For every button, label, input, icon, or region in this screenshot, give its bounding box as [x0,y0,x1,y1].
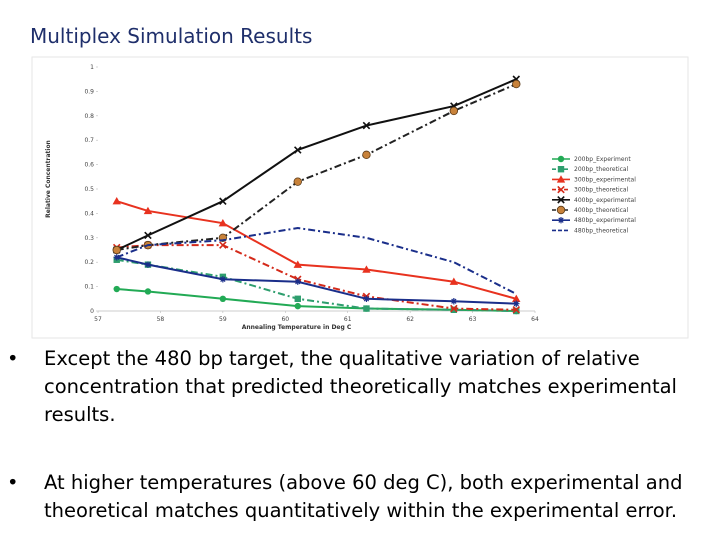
data-point [363,305,370,312]
series-line [116,78,517,251]
data-point [293,260,302,268]
data-point [144,288,152,295]
data-point [557,196,565,204]
data-point [449,106,459,116]
series-line [116,244,517,311]
y-tick-label: 0.8 [84,113,94,120]
series-line [116,227,517,295]
data-point [513,307,520,315]
data-point [143,206,153,215]
y-axis-label: Relative Concentration [45,140,52,218]
data-point [144,261,152,268]
legend-label: 300bp_theoretical [574,187,629,194]
y-tick-label: 0.3 [84,235,94,242]
bullet-marker: • [7,347,19,370]
data-point [363,295,370,302]
data-point [219,241,227,249]
y-tick-label: 0.6 [84,162,94,169]
data-point [450,306,458,313]
x-tick-label: 64 [531,316,539,323]
x-tick-label: 58 [157,316,165,323]
chart-svg: 0 0.1 0.2 0.3 0.4 0.5 0.6 0.7 0.8 0.9 1 57 58 59 60 61 6… [31,56,689,339]
chart: 0 0.1 0.2 0.3 0.4 0.5 0.6 0.7 0.8 0.9 1 57 58 59 60 61 6… [30,55,690,340]
legend-label: 480bp_experimental [574,217,636,224]
y-tick-label: 0.7 [84,137,94,144]
data-point [512,294,521,302]
y-tick-label: 0.9 [84,88,94,95]
legend-label: 300bp_experimental [574,176,636,183]
data-point [294,302,301,310]
data-point [144,231,152,240]
data-point [512,306,521,314]
data-point [557,155,565,163]
x-tick-label: 62 [406,316,414,323]
data-point [512,79,521,89]
data-point [294,278,301,285]
legend-label: 480bp_theoretical [574,227,629,234]
data-point [513,300,520,307]
data-point [557,185,565,194]
data-point [362,121,371,130]
x-tick-label: 57 [94,316,102,323]
x-tick-label: 59 [219,316,227,323]
y-tick-label: 0.5 [84,186,94,193]
x-tick-label: 60 [281,316,289,323]
legend-label: 200bp_theoretical [574,166,629,173]
data-point [113,285,120,293]
data-point [112,245,121,255]
x-axis-label: Annealing Temperature in Deg C [242,324,352,331]
bullet-text: At higher temperatures (above 60 deg C),… [44,471,683,522]
data-point [294,295,301,302]
x-tick-label: 63 [469,316,477,323]
data-point [450,304,458,313]
y-tick-label: 1 [90,64,94,71]
data-point [219,295,227,302]
data-point [557,166,565,173]
data-point [362,150,371,160]
data-point [293,177,302,186]
y-tick-label: 0 [90,308,94,315]
bullet-text: Except the 480 bp target, the qualitativ… [44,347,677,426]
data-point [362,265,371,273]
y-tick-label: 0.2 [84,259,94,266]
data-point [219,197,227,205]
y-tick-label: 0.4 [84,210,94,217]
legend-label: 400bp_experimental [574,197,636,204]
data-point [556,205,566,215]
data-point [556,175,566,183]
legend-label: 400bp_theoretical [574,207,629,214]
bullet-marker: • [7,471,19,494]
legend-label: 200bp_Experiment [574,156,631,163]
data-point [112,197,121,205]
y-tick-label: 0.1 [84,284,94,291]
data-point [450,298,458,305]
x-tick-label: 61 [344,316,352,323]
data-point [219,276,227,283]
data-point [557,217,565,224]
slide-title: Multiplex Simulation Results [30,24,313,48]
chart-frame [31,56,689,339]
data-point [218,218,228,227]
data-point [294,146,302,154]
data-point [449,277,459,285]
